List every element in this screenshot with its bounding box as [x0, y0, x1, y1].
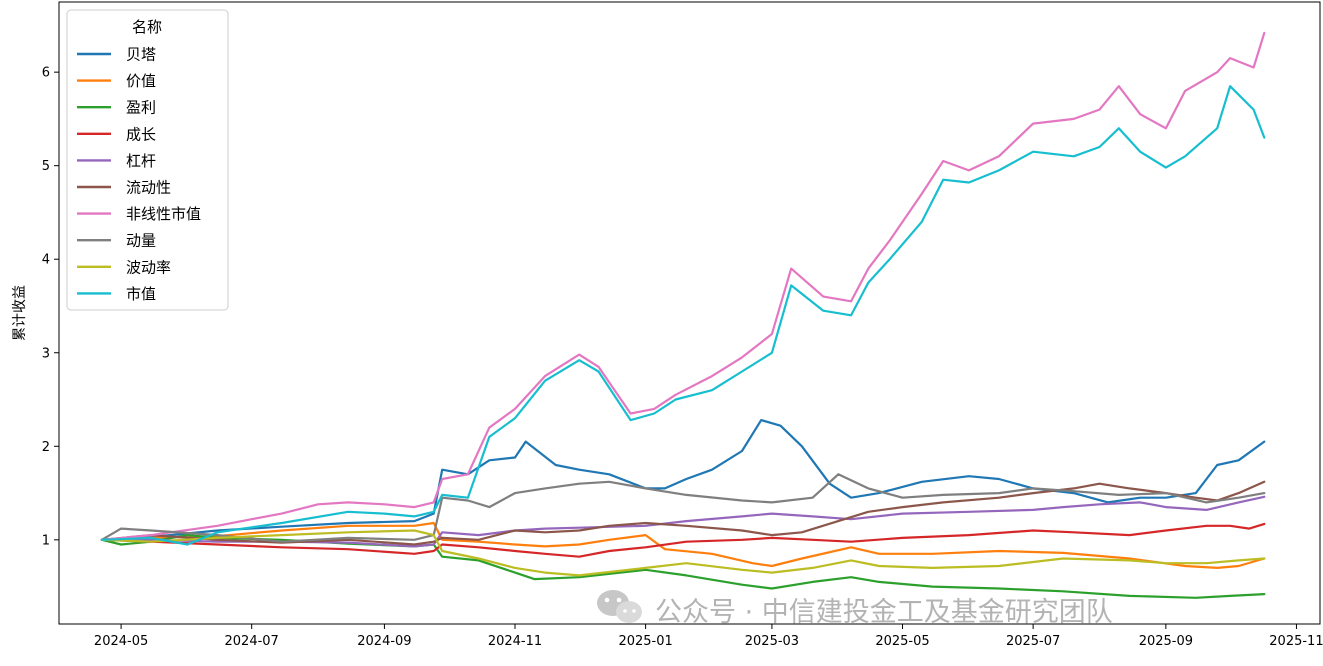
y-tick-label: 6: [42, 66, 50, 81]
x-tick-label: 2025-01: [618, 634, 672, 649]
legend-label: 价值: [126, 72, 156, 90]
y-tick-label: 3: [42, 346, 50, 361]
legend-label: 非线性市值: [126, 205, 201, 223]
watermark: 公众号 · 中信建投金工及基金研究团队: [597, 590, 1113, 628]
x-tick-label: 2025-05: [875, 634, 929, 649]
x-tick-label: 2024-07: [225, 634, 279, 649]
legend-label: 动量: [126, 232, 156, 250]
plot-frame: [58, 1, 1321, 625]
x-axis: 2024-05 2024-07 2024-09 2024-11 2025-01 2025-…: [94, 624, 1323, 649]
y-tick-label: 5: [42, 159, 50, 174]
y-tick-label: 4: [42, 253, 50, 268]
legend-label: 波动率: [126, 258, 171, 276]
x-tick-label: 2024-05: [94, 634, 148, 649]
legend-label: 成长: [126, 125, 156, 143]
wechat-icon: [597, 590, 642, 623]
y-tick-label: 1: [42, 533, 50, 548]
legend-label: 流动性: [126, 179, 171, 197]
series-line-1: [100, 419, 1266, 541]
x-tick-label: 2025-09: [1139, 634, 1193, 649]
x-tick-label: 2024-09: [357, 634, 411, 649]
x-tick-label: 2024-11: [488, 634, 542, 649]
series-line-6: [100, 480, 1266, 546]
series-line-7: [100, 31, 1266, 541]
legend-label: 市值: [126, 285, 156, 303]
legend-title: 名称: [132, 18, 162, 36]
series-line-10: [100, 85, 1266, 546]
y-axis: 1 2 3 4 5 6: [42, 66, 59, 548]
x-tick-label: 2025-11: [1269, 634, 1323, 649]
x-tick-label: 2025-07: [1006, 634, 1060, 649]
y-tick-label: 2: [42, 440, 50, 455]
series-line-2: [100, 521, 1266, 569]
legend-label: 杠杆: [126, 152, 156, 170]
legend-label: 贝塔: [126, 46, 156, 64]
series-line-9: [100, 529, 1266, 577]
watermark-text: 公众号 · 中信建投金工及基金研究团队: [655, 597, 1113, 628]
legend-label: 盈利: [126, 99, 156, 117]
legend-box: [66, 9, 229, 311]
y-axis-label: 累计收益: [12, 285, 28, 341]
series-layer: [100, 31, 1266, 599]
x-tick-label: 2025-03: [745, 634, 799, 649]
series-line-5: [100, 495, 1266, 548]
series-line-8: [100, 473, 1266, 543]
series-line-4: [100, 522, 1266, 558]
